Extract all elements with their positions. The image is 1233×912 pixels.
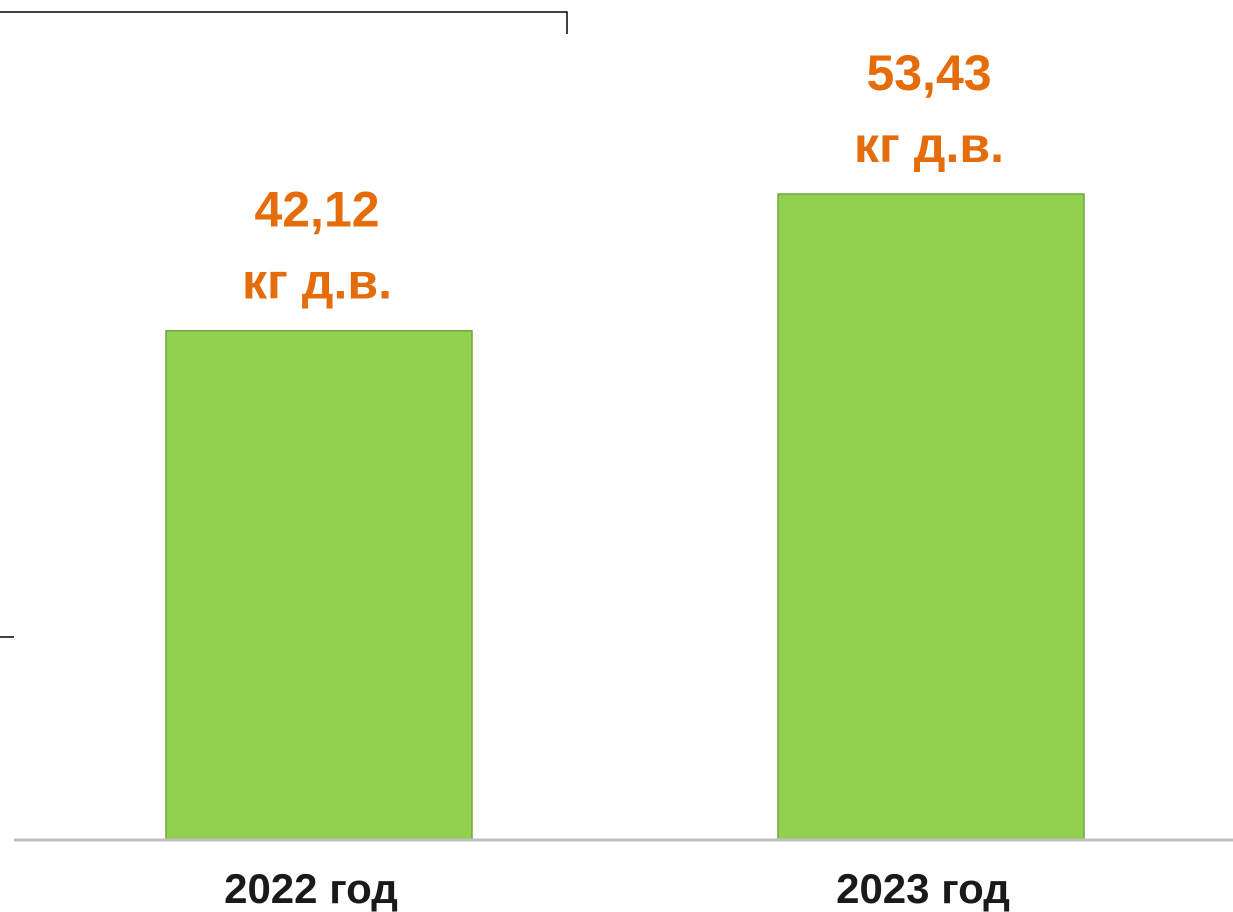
value-labels-group: 42,12 кг д.в. 53,43 кг д.в. [242, 45, 1004, 310]
category-label-1: 2022 год [224, 865, 398, 912]
data-label-unit-2: кг д.в. [854, 117, 1004, 173]
bars-group [165, 193, 1085, 841]
bar-2 [777, 193, 1085, 841]
category-label-2: 2023 год [836, 865, 1010, 912]
data-label-value-2: 53,43 [866, 45, 991, 101]
data-label-value-1: 42,12 [254, 182, 379, 238]
frame-top-line [0, 11, 568, 34]
category-labels-group: 2022 год 2023 год [224, 865, 1010, 912]
data-label-unit-1: кг д.в. [242, 254, 392, 310]
bar-1 [165, 329, 473, 841]
